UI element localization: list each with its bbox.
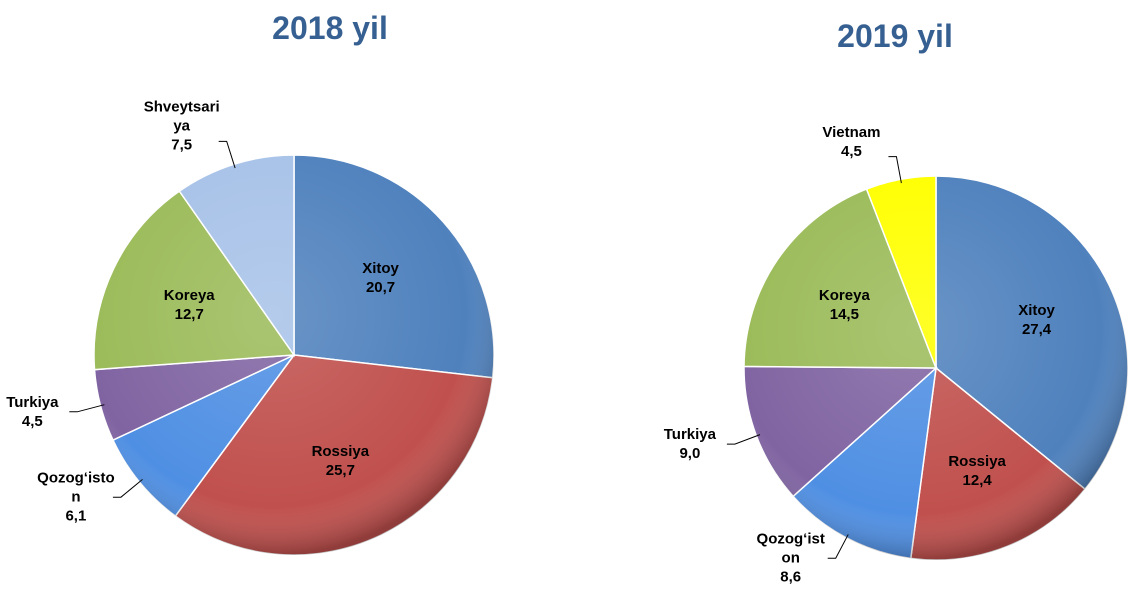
label-text: Rossiya xyxy=(311,443,370,461)
leader-line xyxy=(827,534,849,559)
data-label: Shveytsariya 7,5 xyxy=(142,98,222,155)
label-text: 12,7 xyxy=(174,306,204,324)
label-text: 14,5 xyxy=(829,305,859,323)
label-text: Xitoy xyxy=(362,259,399,277)
label-text: Koreya xyxy=(163,287,215,305)
label-text: Turkiya xyxy=(663,426,716,444)
label-text: 4,5 xyxy=(21,412,43,430)
label-text: Qozog‘iston xyxy=(756,530,825,567)
label-text: Koreya xyxy=(818,286,870,304)
data-label: Xitoy 20,7 xyxy=(341,259,421,297)
leader-line xyxy=(112,479,143,498)
label-text: 4,5 xyxy=(840,142,862,160)
label-text: 27,4 xyxy=(1021,321,1052,339)
leader-line xyxy=(69,404,105,413)
label-text: 25,7 xyxy=(325,462,355,480)
label-text: Rossiya xyxy=(948,453,1006,471)
label-text: 20,7 xyxy=(365,278,396,296)
label-text: Turkiya xyxy=(6,393,59,411)
chart-title: 2019 yil xyxy=(837,18,953,55)
leader-line xyxy=(726,434,761,445)
data-label: Qozog‘iston 8,6 xyxy=(753,530,828,587)
label-text: Xitoy xyxy=(1018,302,1055,320)
label-text: 7,5 xyxy=(171,136,193,154)
label-text: Shveytsariya xyxy=(143,98,220,135)
label-text: 2018 yil xyxy=(272,10,388,46)
data-label: Turkiya 9,0 xyxy=(652,425,727,463)
leader-line xyxy=(888,156,902,184)
label-text: Vietnam xyxy=(822,123,881,141)
label-text: 8,6 xyxy=(780,568,802,586)
data-label: Xitoy 27,4 xyxy=(999,301,1074,339)
data-label: Vietnam 4,5 xyxy=(814,123,889,161)
data-label: Rossiya 12,4 xyxy=(940,452,1015,490)
label-text: 12,4 xyxy=(962,472,992,490)
data-label: Turkiya 4,5 xyxy=(0,393,72,431)
label-text: Qozog‘iston xyxy=(37,469,115,506)
label-text: 6,1 xyxy=(65,507,87,525)
data-label: Koreya 12,7 xyxy=(149,286,229,324)
data-label: Koreya 14,5 xyxy=(807,286,882,324)
label-text: 9,0 xyxy=(679,445,701,463)
label-text: 2019 yil xyxy=(837,18,953,54)
data-label: Qozog‘iston 6,1 xyxy=(36,469,116,526)
data-label: Rossiya 25,7 xyxy=(300,442,380,480)
chart-title: 2018 yil xyxy=(272,10,388,47)
